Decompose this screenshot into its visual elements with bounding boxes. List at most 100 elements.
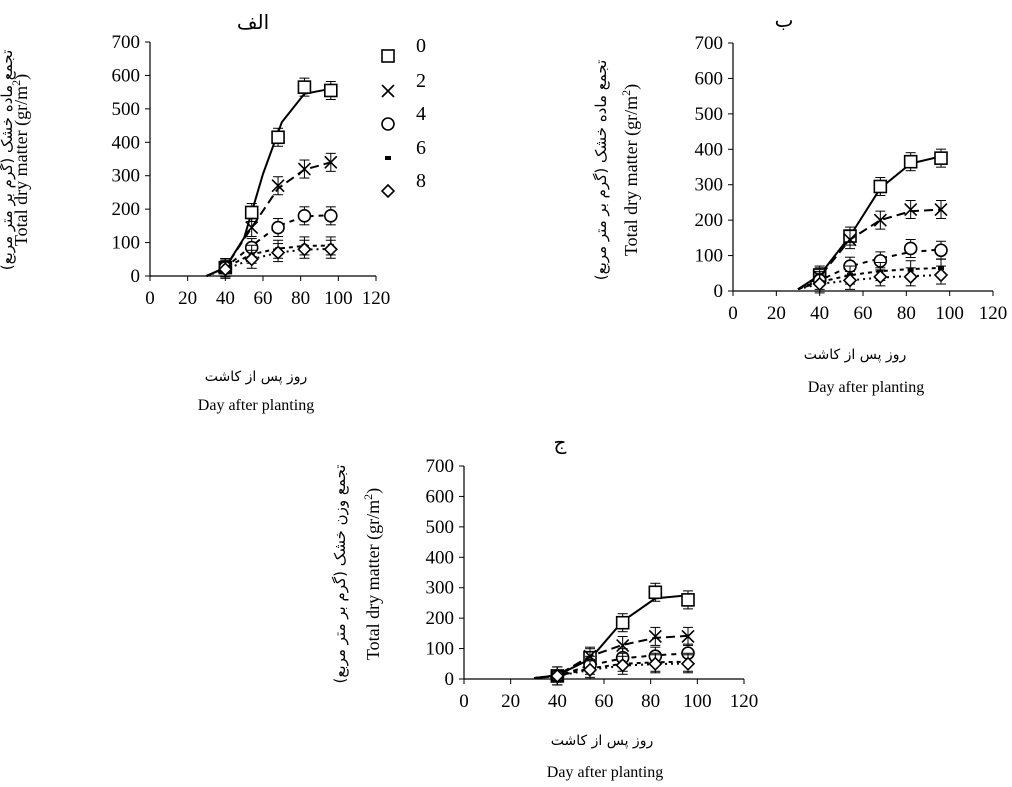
legend-marker	[380, 183, 396, 199]
data-point	[323, 242, 338, 257]
y-tick-label: 500	[112, 99, 141, 120]
x-tick-label: 20	[767, 303, 786, 324]
x-tick-label: 80	[291, 288, 310, 309]
x-tick-label: 0	[459, 691, 469, 712]
legend-label: 0	[416, 35, 426, 57]
x-axis-label: Day after planting	[547, 764, 663, 781]
y-axis-label-fa: تجمع ماده خشک (گرم بر متر مربع)	[0, 50, 16, 271]
y-tick-label: 300	[426, 578, 455, 599]
series-8	[206, 239, 338, 279]
x-axis-label-fa: روز پس از کاشت	[804, 347, 906, 363]
y-tick-label: 400	[426, 547, 455, 568]
data-point	[903, 241, 918, 256]
y-tick-label: 400	[112, 132, 141, 153]
legend-label: 2	[416, 70, 426, 92]
data-point	[582, 662, 598, 678]
x-tick-label: 40	[548, 691, 567, 712]
data-point	[323, 209, 338, 223]
y-tick-label: 200	[112, 199, 141, 220]
data-point	[873, 179, 888, 194]
series-8	[797, 265, 949, 294]
legend-marker	[381, 117, 395, 131]
data-point	[297, 209, 312, 223]
y-axis-label-fa: تجمع ماده خشک (گرم بر متر مربع)	[592, 60, 610, 281]
x-tick-label: 80	[897, 303, 916, 324]
panel-title: ج	[554, 430, 567, 454]
chart-panel-3: 0 100 200 300 400 500 600 700 0 20 40 60 80 100 120 ج To…	[331, 430, 758, 781]
x-tick-label: 120	[362, 288, 391, 309]
y-tick-label: 200	[426, 608, 455, 629]
data-point	[218, 262, 233, 277]
x-tick-label: 100	[324, 288, 353, 309]
data-point	[297, 80, 312, 94]
fit-line	[533, 594, 689, 680]
legend-marker	[381, 84, 395, 98]
data-point	[271, 130, 285, 145]
x-tick-label: 60	[595, 691, 614, 712]
y-tick-label: 100	[426, 639, 455, 660]
panel-title: ب	[775, 8, 794, 32]
data-point	[615, 658, 630, 673]
y-tick-label: 100	[112, 233, 141, 254]
x-tick-label: 60	[254, 288, 273, 309]
y-tick-label: 200	[695, 210, 724, 231]
fit-line	[206, 247, 331, 277]
data-point	[616, 638, 630, 653]
y-tick-label: 700	[695, 33, 724, 54]
data-point	[681, 629, 695, 643]
fit-line	[206, 87, 331, 277]
data-point	[297, 162, 311, 176]
data-point	[648, 656, 663, 671]
data-point	[904, 202, 918, 217]
series-8	[533, 654, 696, 686]
data-point	[812, 276, 827, 292]
x-axis-label: Day after planting	[808, 379, 924, 396]
chart-panel-2: 0 100 200 300 400 500 600 700 0 20 40 60 80 100 120 ب To…	[592, 8, 1007, 396]
data-point	[270, 245, 286, 260]
x-tick-label: 80	[641, 691, 660, 712]
data-point	[648, 585, 663, 600]
data-point	[873, 213, 887, 227]
data-point	[323, 83, 338, 98]
y-tick-label: 600	[695, 68, 724, 89]
data-point	[934, 202, 948, 217]
data-point	[842, 273, 858, 288]
x-axis-label-fa: روز پس از کاشت	[205, 369, 307, 385]
x-tick-label: 20	[501, 691, 520, 712]
x-tick-label: 0	[728, 303, 738, 324]
y-axis-label: Total dry matter (gr/m2)	[619, 84, 642, 256]
series-0	[206, 77, 338, 278]
y-tick-label: 400	[695, 139, 724, 160]
legend: 0 2 4 6 8	[380, 35, 426, 199]
y-tick-label: 300	[112, 166, 141, 187]
x-tick-label: 40	[810, 303, 829, 324]
data-point	[245, 220, 259, 235]
x-tick-label: 40	[216, 288, 235, 309]
legend-label: 8	[416, 170, 426, 192]
y-tick-label: 500	[695, 104, 724, 125]
x-tick-label: 100	[683, 691, 712, 712]
x-axis-label: Day after planting	[198, 397, 314, 414]
y-tick-label: 0	[445, 669, 455, 690]
data-point	[903, 269, 918, 284]
data-point	[244, 252, 259, 267]
y-tick-label: 0	[714, 281, 724, 302]
y-axis-label-fa: تجمع وزن خشک (گرم بر متر مربع)	[331, 465, 349, 684]
fit-line	[533, 652, 689, 680]
x-tick-label: 120	[979, 303, 1008, 324]
x-tick-label: 100	[935, 303, 964, 324]
data-point	[933, 267, 949, 283]
x-tick-label: 120	[730, 691, 759, 712]
x-axis-label-fa: روز پس از کاشت	[551, 733, 653, 749]
data-point	[903, 154, 918, 169]
data-point	[934, 243, 948, 258]
x-tick-label: 60	[854, 303, 873, 324]
y-tick-label: 700	[426, 456, 455, 477]
data-point	[843, 233, 857, 247]
y-tick-label: 600	[426, 486, 455, 507]
x-tick-label: 20	[178, 288, 197, 309]
data-point	[873, 269, 888, 284]
y-tick-label: 700	[112, 32, 141, 53]
legend-label: 6	[416, 137, 426, 159]
y-tick-label: 100	[695, 246, 724, 267]
